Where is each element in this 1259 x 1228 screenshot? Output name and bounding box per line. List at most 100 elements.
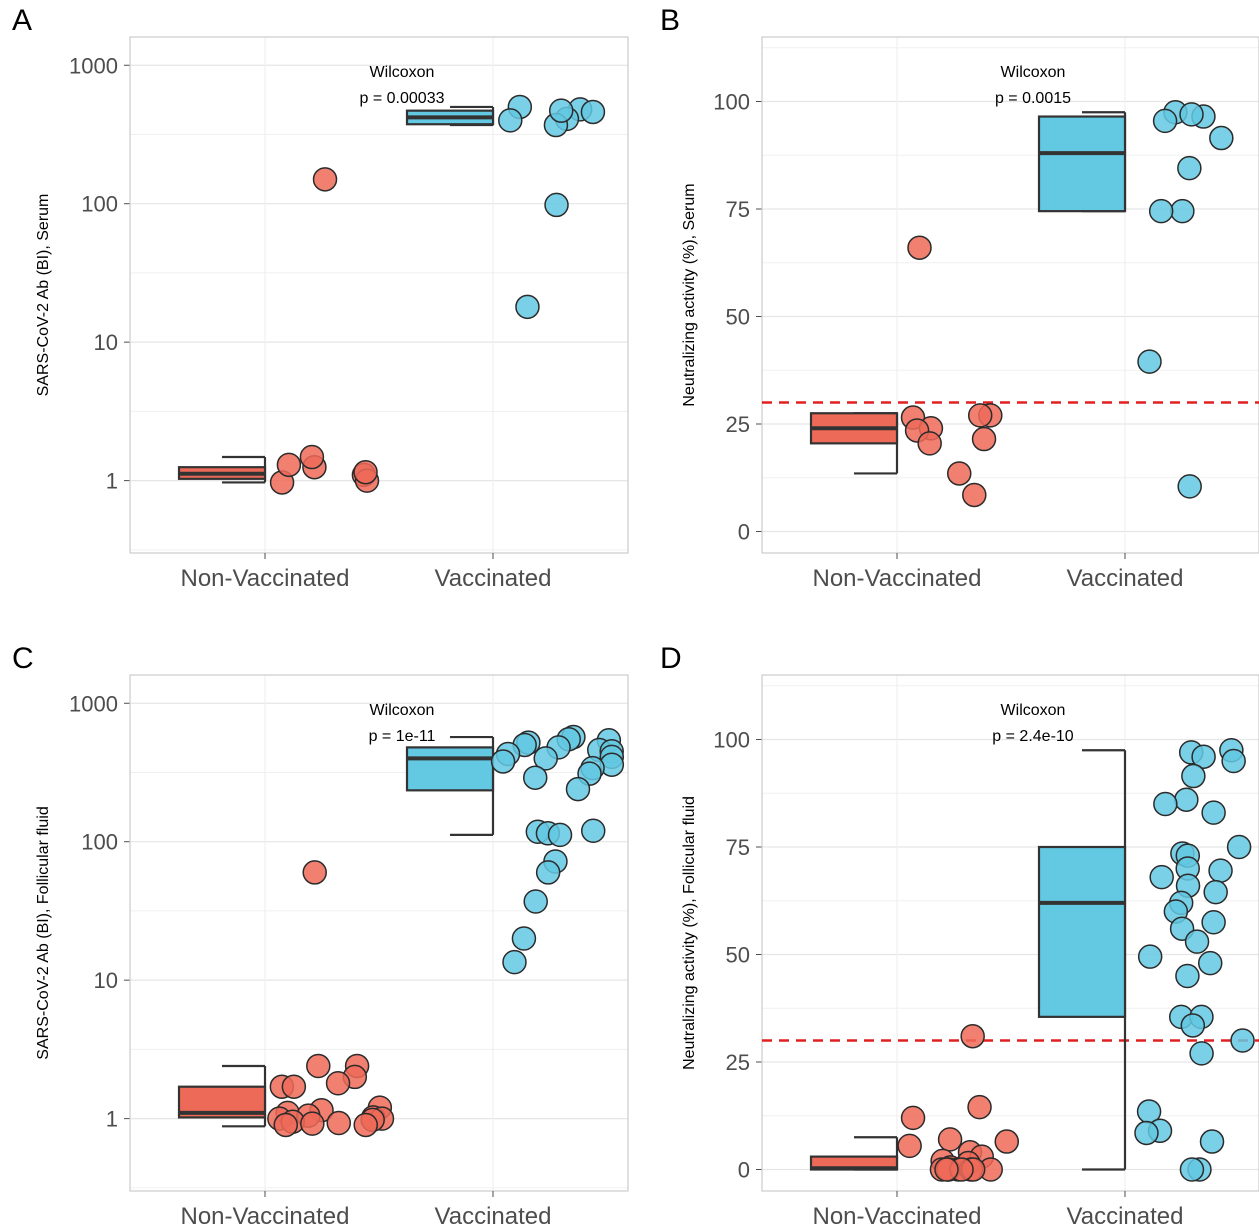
data-point [1153,791,1178,817]
y-tick-label: 50 [726,305,750,330]
data-point [1201,910,1226,935]
data-point [1177,474,1202,499]
stat-test-label: Wilcoxon [370,702,435,719]
data-point [937,1127,963,1152]
x-tick-label: Non-Vaccinated [181,1203,350,1228]
data-point [1189,1041,1214,1066]
y-tick-label: 1 [106,1107,118,1132]
p-value-label: p = 1e-11 [369,728,436,745]
data-point [1197,950,1223,976]
data-point [522,765,548,790]
data-point [1184,929,1210,954]
data-point [326,1110,352,1136]
y-tick-label: 0 [738,520,750,545]
box-rect [1037,115,1127,213]
data-point [312,167,338,192]
panel-b: B 0 25 50 75 100 Non-Vaccinated Vaccinated Neutr… [660,4,1259,592]
data-point [580,99,606,125]
panel-border [761,36,1259,554]
data-point [934,1157,959,1182]
data-point [306,1053,331,1079]
data-point [273,1112,299,1138]
y-tick-label: 25 [726,412,750,437]
data-point [498,108,523,133]
data-point [353,1112,378,1138]
p-value-label: p = 0.0015 [995,90,1071,107]
data-point [917,431,942,456]
data-point [302,860,327,885]
data-point [1170,198,1195,224]
data-point [1199,1129,1225,1154]
p-value-label: p = 2.4e-10 [992,728,1074,745]
data-point [544,192,569,218]
data-point [897,1133,922,1159]
panel-letter: C [12,642,34,675]
x-tick-label: Non-Vaccinated [181,565,350,592]
panel-border [761,674,1259,1192]
y-tick-label: 50 [726,943,750,968]
box-rect [405,746,495,792]
data-point [1181,763,1206,789]
data-point [1152,108,1178,134]
data-point [1137,944,1163,969]
y-tick-label: 75 [726,835,750,860]
data-point [281,1074,307,1099]
panel-letter: B [660,4,680,37]
data-point [1203,879,1228,905]
data-point [300,1111,325,1136]
data-point [325,1071,351,1096]
data-point [960,1023,985,1049]
data-point [548,98,574,123]
data-point [1177,155,1202,181]
panel-letter: D [660,642,682,675]
data-point [1191,744,1216,769]
data-point [1209,125,1234,151]
data-point [565,776,591,802]
y-tick-label: 100 [713,728,750,753]
y-tick-label: 0 [738,1158,750,1183]
data-point [1148,198,1174,224]
data-point [580,818,606,843]
panel-letter: A [12,4,32,37]
data-point [1226,834,1252,860]
data-point [1221,748,1246,774]
data-point [299,444,325,470]
y-axis-label: Neutralizing activity (%), Follicular fl… [681,796,698,1070]
y-tick-label: 100 [81,192,118,217]
x-tick-label: Vaccinated [1067,565,1184,592]
data-point [547,822,573,848]
x-tick-label: Vaccinated [1067,1203,1184,1228]
data-point [1137,349,1162,374]
y-tick-label: 25 [726,1050,750,1075]
data-point [276,452,302,478]
y-tick-label: 100 [713,90,750,115]
data-point [502,949,527,975]
data-point [907,235,932,260]
panel-border [129,674,629,1192]
p-value-label: p = 0.00033 [360,90,445,107]
stat-test-label: Wilcoxon [1001,702,1066,719]
y-tick-label: 100 [81,830,118,855]
data-point [900,1105,926,1131]
data-point [1230,1028,1255,1053]
x-tick-label: Non-Vaccinated [813,565,982,592]
x-tick-label: Vaccinated [435,1203,552,1228]
data-point [535,860,561,885]
data-point [1180,1013,1206,1038]
y-tick-label: 1 [106,469,118,494]
panel-c: C 1 10 100 1000 Non-Vaccinated Vaccinated SARS-… [12,642,629,1228]
y-tick-label: 10 [94,330,118,355]
y-tick-label: 75 [726,197,750,222]
data-point [971,426,997,452]
data-point [1149,864,1174,890]
data-point [994,1129,1020,1154]
data-point [523,889,548,914]
data-point [511,926,537,951]
x-tick-label: Vaccinated [435,565,552,592]
y-axis-label: SARS-CoV-2 Ab (BI), Follicular fluid [35,806,52,1059]
x-tick-label: Non-Vaccinated [813,1203,982,1228]
panel-border [129,36,629,554]
panel-a: A 1 10 100 1000 Non-Vaccinated Vaccinated SARS-… [12,4,629,592]
y-tick-label: 1000 [69,691,118,716]
data-point [515,294,540,320]
